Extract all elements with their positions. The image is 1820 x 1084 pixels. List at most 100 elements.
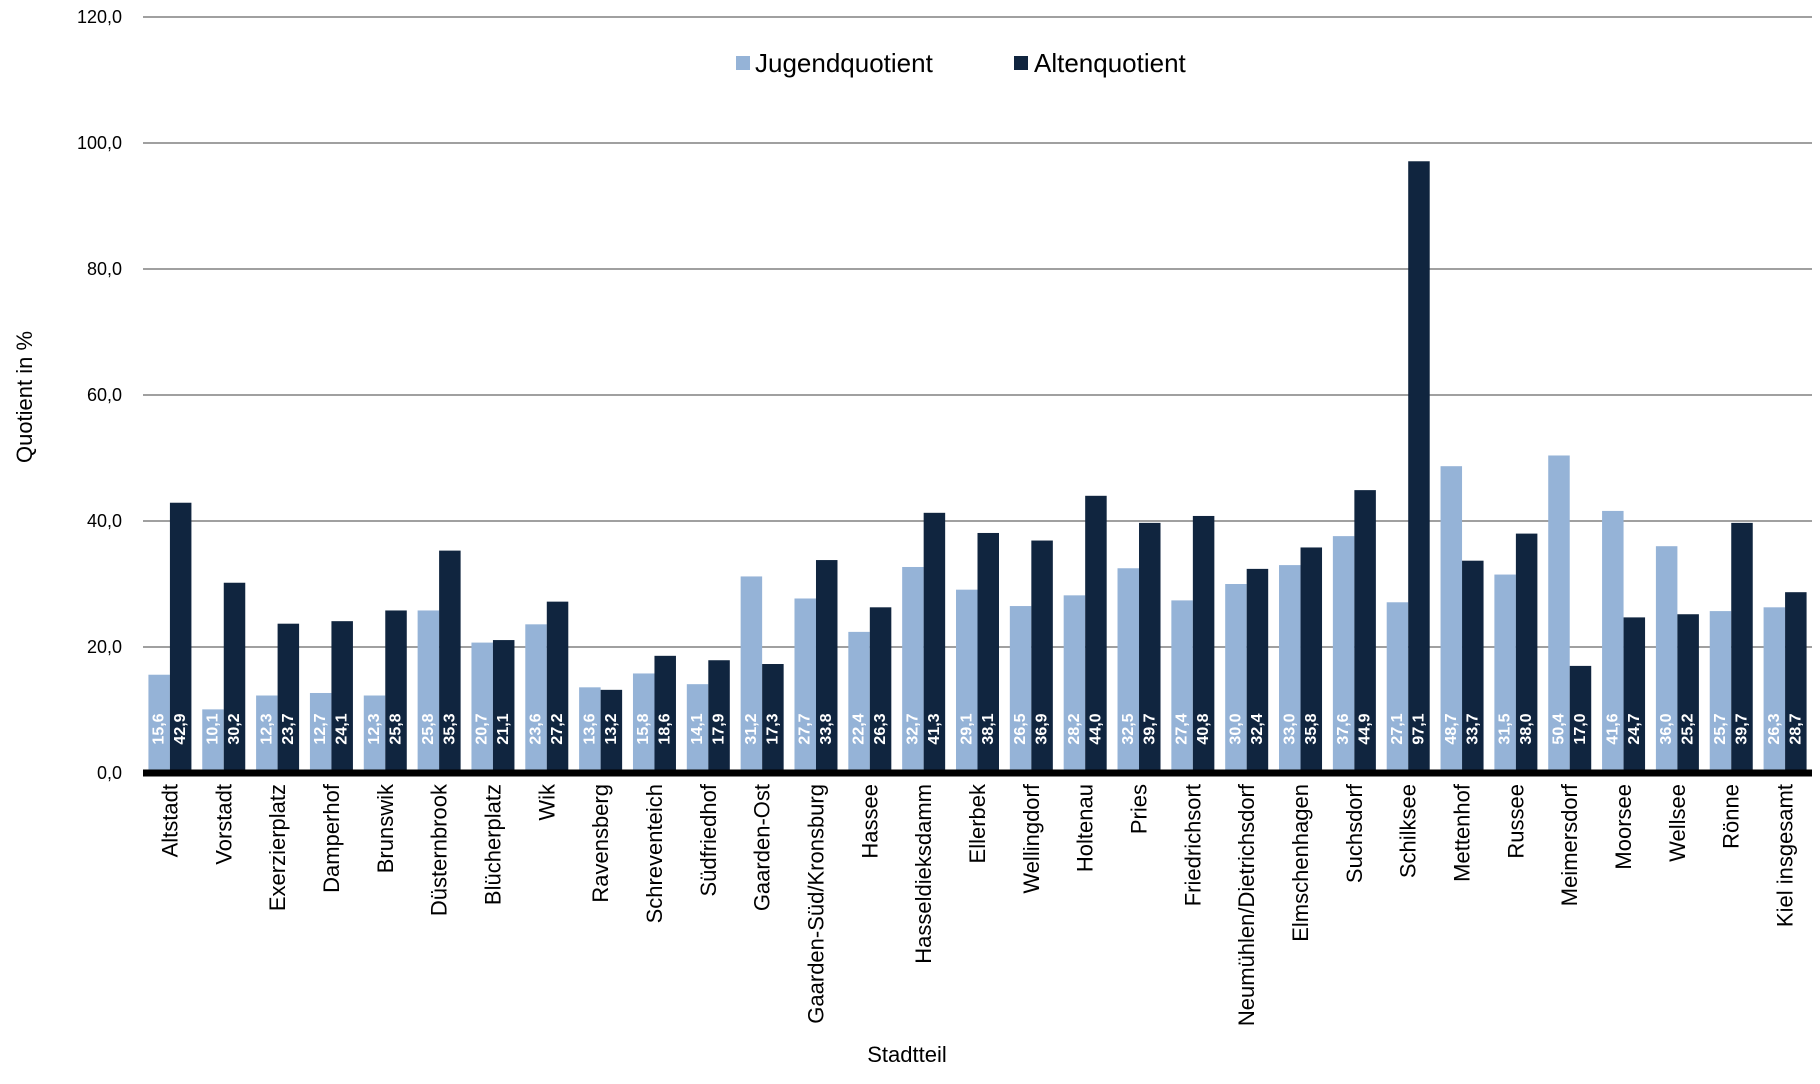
data-label-altenquotient-wellingdorf: 36,9 [1034, 713, 1051, 744]
x-tick-label-wik: Wik [534, 783, 559, 821]
bar-jugendquotient-wik [525, 624, 547, 773]
y-tick-label: 120,0 [77, 7, 122, 27]
x-tick-label-neumühlen-dietrichsdorf: Neumühlen/Dietrichsdorf [1234, 783, 1259, 1026]
bar-altenquotient-ravensberg [600, 689, 623, 773]
bar-altenquotient-mettenhof [1462, 560, 1484, 773]
bar-altenquotient-wik [546, 601, 569, 773]
bar-altenquotient-schreventeich [654, 655, 676, 773]
x-tick-label-friedrichsort: Friedrichsort [1180, 784, 1205, 906]
data-label-jugendquotient-hassee: 22,4 [851, 713, 868, 744]
bar-jugendquotient-schreventeich [632, 673, 655, 773]
y-tick-label: 60,0 [87, 385, 122, 405]
data-label-jugendquotient-südfriedhof: 14,1 [689, 713, 706, 744]
y-tick-label: 40,0 [87, 511, 122, 531]
bar-altenquotient-kiel-insgesamt [1785, 592, 1807, 773]
data-label-jugendquotient-gaarden-ost: 31,2 [743, 713, 760, 744]
bar-altenquotient-rönne [1731, 522, 1753, 773]
x-tick-label-düsternbrook: Düsternbrook [427, 783, 452, 916]
data-label-jugendquotient-rönne: 25,7 [1712, 713, 1729, 744]
bar-jugendquotient-wellingdorf [1009, 606, 1032, 773]
bar-jugendquotient-ellerbek [956, 589, 978, 773]
data-label-jugendquotient-brunswik: 12,3 [366, 713, 383, 744]
x-tick-label-mettenhof: Mettenhof [1450, 783, 1475, 882]
data-label-jugendquotient-elmschenhagen: 33,0 [1281, 713, 1298, 744]
data-label-altenquotient-exerzierplatz: 23,7 [280, 713, 297, 744]
bar-altenquotient-pries [1139, 522, 1161, 773]
x-tick-label-brunswik: Brunswik [373, 783, 398, 873]
data-label-altenquotient-brunswik: 25,8 [388, 713, 405, 744]
data-label-altenquotient-damperhof: 24,1 [334, 713, 351, 744]
data-label-jugendquotient-pries: 32,5 [1120, 713, 1137, 744]
bar-altenquotient-neumühlen-dietrichsdorf [1246, 568, 1269, 773]
bar-jugendquotient-brunswik [363, 695, 386, 773]
x-tick-label-rönne: Rönne [1719, 784, 1744, 849]
data-label-altenquotient-friedrichsort: 40,8 [1195, 713, 1212, 744]
bar-jugendquotient-blücherplatz [471, 642, 493, 773]
data-label-jugendquotient-mettenhof: 48,7 [1443, 713, 1460, 744]
bar-altenquotient-ellerbek [977, 532, 999, 773]
data-label-jugendquotient-kiel-insgesamt: 26,3 [1766, 713, 1783, 744]
bar-jugendquotient-russee [1494, 574, 1516, 773]
bar-altenquotient-holtenau [1085, 495, 1107, 773]
x-tick-label-schreventeich: Schreventeich [642, 784, 667, 923]
data-label-altenquotient-gaarden-ost: 17,3 [764, 713, 781, 744]
bar-altenquotient-wellsee [1677, 614, 1699, 773]
legend: Jugendquotient Altenquotient [736, 48, 1187, 78]
bar-jugendquotient-schilksee [1386, 602, 1409, 773]
data-label-jugendquotient-russee: 31,5 [1497, 713, 1514, 744]
data-label-jugendquotient-wellsee: 36,0 [1658, 713, 1675, 744]
data-label-altenquotient-rönne: 39,7 [1733, 713, 1750, 744]
data-label-jugendquotient-schreventeich: 15,8 [635, 713, 652, 744]
bar-jugendquotient-südfriedhof [686, 684, 709, 773]
data-label-jugendquotient-altstadt: 15,6 [151, 713, 168, 744]
data-label-altenquotient-ravensberg: 13,2 [603, 713, 620, 744]
data-label-altenquotient-russee: 38,0 [1518, 713, 1535, 744]
data-labels: 15,6 42,9 10,1 30,2 12,3 23,7 12,7 24,1 12,3 25,8… [151, 713, 1805, 744]
bar-altenquotient-wellingdorf [1031, 540, 1053, 773]
x-tick-label-wellsee: Wellsee [1665, 784, 1690, 862]
data-label-altenquotient-meimersdorf: 17,0 [1572, 713, 1589, 744]
bar-altenquotient-friedrichsort [1192, 515, 1215, 773]
data-label-jugendquotient-exerzierplatz: 12,3 [258, 713, 275, 744]
y-tick-label: 100,0 [77, 133, 122, 153]
data-label-jugendquotient-ravensberg: 13,6 [581, 713, 598, 744]
data-label-altenquotient-schreventeich: 18,6 [657, 713, 674, 744]
data-label-altenquotient-südfriedhof: 17,9 [711, 713, 728, 744]
data-label-altenquotient-altstadt: 42,9 [172, 713, 189, 744]
x-tick-label-ravensberg: Ravensberg [588, 784, 613, 903]
bar-jugendquotient-hasseldieksdamm [902, 566, 924, 773]
bar-jugendquotient-friedrichsort [1171, 600, 1193, 773]
data-label-altenquotient-suchsdorf: 44,9 [1357, 713, 1374, 744]
data-label-jugendquotient-holtenau: 28,2 [1066, 713, 1083, 744]
x-tick-label-hassee: Hassee [857, 784, 882, 859]
bar-altenquotient-gaarden-ost [762, 664, 784, 773]
x-tick-label-gaarden-süd-kronsburg: Gaarden-Süd/Kronsburg [803, 784, 828, 1024]
bar-altenquotient-suchsdorf [1354, 490, 1376, 773]
bar-altenquotient-südfriedhof [708, 660, 730, 773]
data-label-jugendquotient-neumühlen-dietrichsdorf: 30,0 [1227, 713, 1244, 744]
x-axis-categories: Altstadt Vorstadt Exerzierplatz Damperhof Br… [157, 783, 1797, 1026]
bar-altenquotient-gaarden-süd-kronsburg [815, 560, 838, 773]
data-label-jugendquotient-ellerbek: 29,1 [958, 713, 975, 744]
bar-altenquotient-elmschenhagen [1300, 547, 1323, 773]
y-axis-title: Quotient in % [12, 331, 37, 463]
data-label-jugendquotient-düsternbrook: 25,8 [420, 713, 437, 744]
data-label-altenquotient-blücherplatz: 21,1 [495, 713, 512, 744]
bar-jugendquotient-altstadt [148, 674, 170, 773]
data-label-altenquotient-gaarden-süd-kronsburg: 33,8 [818, 713, 835, 744]
bar-jugendquotient-elmschenhagen [1279, 565, 1301, 773]
data-label-altenquotient-hasseldieksdamm: 41,3 [926, 713, 943, 744]
x-tick-label-gaarden-ost: Gaarden-Ost [750, 784, 775, 911]
x-tick-label-ellerbek: Ellerbek [965, 783, 990, 863]
bar-jugendquotient-hassee [848, 631, 870, 773]
y-tick-label: 20,0 [87, 637, 122, 657]
x-tick-label-vorstadt: Vorstadt [211, 784, 236, 865]
x-tick-label-moorsee: Moorsee [1611, 784, 1636, 870]
data-label-altenquotient-wellsee: 25,2 [1680, 713, 1697, 744]
legend-label-altenquotient: Altenquotient [1034, 48, 1187, 78]
data-label-altenquotient-wik: 27,2 [549, 713, 566, 744]
bar-jugendquotient-damperhof [309, 692, 332, 773]
bar-altenquotient-brunswik [385, 610, 407, 773]
bar-jugendquotient-rönne [1709, 611, 1732, 773]
